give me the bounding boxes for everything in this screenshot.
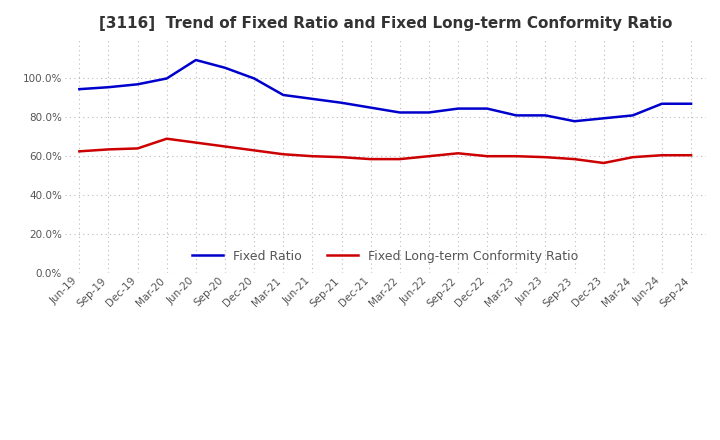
Fixed Ratio [629, 113, 637, 118]
Fixed Long-term Conformity Ratio [541, 154, 550, 160]
Title: [3116]  Trend of Fixed Ratio and Fixed Long-term Conformity Ratio: [3116] Trend of Fixed Ratio and Fixed Lo… [99, 16, 672, 32]
Fixed Ratio [541, 113, 550, 118]
Fixed Long-term Conformity Ratio [75, 149, 84, 154]
Fixed Long-term Conformity Ratio [454, 150, 462, 156]
Fixed Ratio [512, 113, 521, 118]
Fixed Ratio [192, 57, 200, 62]
Fixed Long-term Conformity Ratio [220, 144, 229, 149]
Fixed Ratio [454, 106, 462, 111]
Fixed Long-term Conformity Ratio [279, 152, 287, 157]
Fixed Ratio [599, 116, 608, 121]
Fixed Ratio [687, 101, 696, 106]
Fixed Long-term Conformity Ratio [250, 148, 258, 153]
Line: Fixed Long-term Conformity Ratio: Fixed Long-term Conformity Ratio [79, 139, 691, 163]
Fixed Long-term Conformity Ratio [687, 153, 696, 158]
Fixed Ratio [337, 100, 346, 106]
Fixed Ratio [250, 76, 258, 81]
Fixed Long-term Conformity Ratio [395, 157, 404, 162]
Line: Fixed Ratio: Fixed Ratio [79, 60, 691, 121]
Fixed Long-term Conformity Ratio [483, 154, 492, 159]
Fixed Ratio [366, 105, 375, 110]
Fixed Ratio [163, 76, 171, 81]
Fixed Long-term Conformity Ratio [337, 154, 346, 160]
Fixed Long-term Conformity Ratio [133, 146, 142, 151]
Fixed Ratio [570, 118, 579, 124]
Fixed Ratio [395, 110, 404, 115]
Fixed Ratio [425, 110, 433, 115]
Fixed Ratio [104, 84, 113, 90]
Fixed Ratio [133, 82, 142, 87]
Fixed Long-term Conformity Ratio [425, 154, 433, 159]
Fixed Ratio [75, 87, 84, 92]
Fixed Long-term Conformity Ratio [104, 147, 113, 152]
Fixed Ratio [657, 101, 666, 106]
Fixed Long-term Conformity Ratio [308, 154, 317, 159]
Fixed Long-term Conformity Ratio [163, 136, 171, 141]
Fixed Long-term Conformity Ratio [570, 157, 579, 162]
Legend: Fixed Ratio, Fixed Long-term Conformity Ratio: Fixed Ratio, Fixed Long-term Conformity … [186, 243, 585, 269]
Fixed Long-term Conformity Ratio [599, 160, 608, 165]
Fixed Long-term Conformity Ratio [192, 140, 200, 145]
Fixed Ratio [279, 92, 287, 98]
Fixed Long-term Conformity Ratio [366, 157, 375, 162]
Fixed Long-term Conformity Ratio [657, 153, 666, 158]
Fixed Ratio [483, 106, 492, 111]
Fixed Ratio [220, 65, 229, 70]
Fixed Ratio [308, 96, 317, 102]
Fixed Long-term Conformity Ratio [512, 154, 521, 159]
Fixed Long-term Conformity Ratio [629, 154, 637, 160]
